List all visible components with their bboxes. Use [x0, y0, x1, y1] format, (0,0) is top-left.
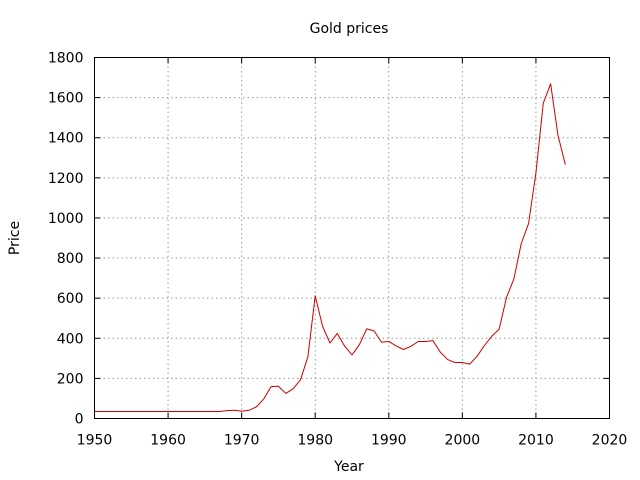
x-tick-label: 1980 — [297, 433, 333, 449]
series-layer — [94, 83, 566, 412]
y-tick-label: 1600 — [48, 91, 84, 107]
y-tick-label: 1000 — [48, 211, 84, 227]
x-tick-label: 1970 — [224, 433, 260, 449]
y-tick-label: 600 — [57, 291, 84, 307]
y-tick-label: 800 — [57, 251, 84, 267]
y-tick-label: 200 — [57, 371, 84, 387]
x-tick-label: 2010 — [518, 433, 554, 449]
y-axis-ticks: 0 200 400 600 800 1000 1200 1400 1600 1800 — [48, 51, 610, 428]
x-tick-label: 2000 — [445, 433, 481, 449]
gold-price-line — [94, 83, 566, 412]
x-tick-label: 1950 — [77, 433, 113, 449]
x-axis-title: Year — [333, 459, 364, 475]
y-tick-label: 400 — [57, 331, 84, 347]
x-axis-ticks: 1950 1960 1970 1980 1990 2000 2010 2020 — [77, 57, 628, 449]
x-tick-label: 1990 — [371, 433, 407, 449]
y-tick-label: 1800 — [48, 51, 84, 67]
y-tick-label: 0 — [75, 412, 84, 428]
y-tick-label: 1200 — [48, 171, 84, 187]
x-tick-label: 1960 — [150, 433, 186, 449]
grid — [94, 57, 610, 419]
x-tick-label: 2020 — [592, 433, 628, 449]
plot-frame — [94, 57, 610, 419]
chart-title: Gold prices — [310, 21, 389, 37]
y-tick-label: 1400 — [48, 131, 84, 147]
y-axis-title: Price — [7, 221, 23, 255]
